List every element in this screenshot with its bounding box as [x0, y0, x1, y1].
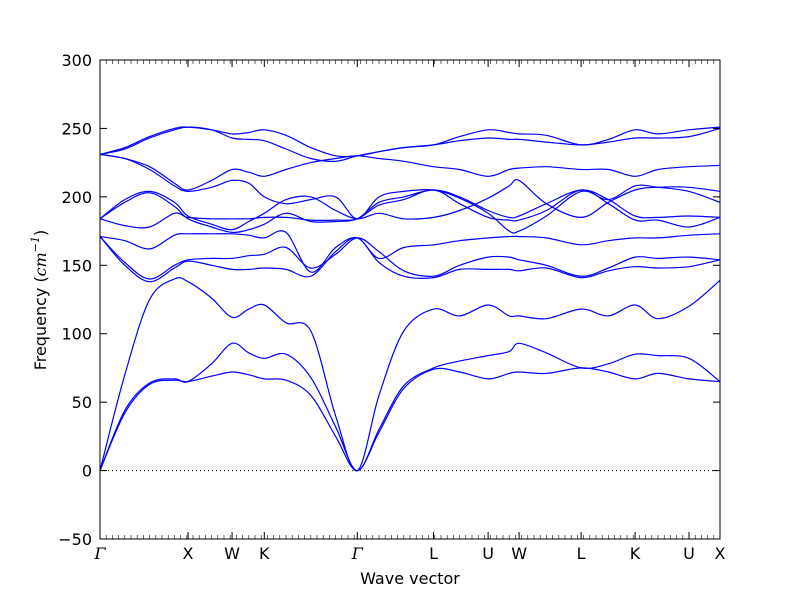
y-axis-title-close: ) — [31, 230, 50, 236]
x-tick-label: U — [482, 544, 494, 563]
series-line-5 — [99, 236, 721, 280]
plot-area — [99, 126, 721, 472]
x-tick-label: W — [511, 544, 527, 563]
y-tick-label: 0 — [82, 462, 92, 481]
series-line-3 — [99, 277, 721, 472]
plot-frame — [99, 59, 721, 540]
y-tick-label: 250 — [61, 119, 92, 138]
series-line-13 — [99, 126, 721, 158]
series-line-8 — [99, 189, 721, 234]
series-line-6 — [99, 230, 721, 273]
y-axis-title-text: Frequency ( — [31, 276, 50, 370]
series-line-4 — [99, 236, 721, 283]
x-tick-label: L — [429, 544, 438, 563]
series-line-1 — [99, 367, 721, 472]
y-tick-label: −50 — [58, 530, 92, 549]
y-axis-title-unit-exponent: −1 — [29, 236, 42, 252]
series-line-10 — [99, 153, 721, 234]
x-tick-label: L — [577, 544, 586, 563]
y-axis-title-unit: cm — [31, 252, 50, 276]
series-line-11 — [99, 153, 721, 191]
series-line-7 — [99, 189, 721, 229]
y-tick-label: 200 — [61, 188, 92, 207]
y-axis-ticks: −50 0 50 100 150 200 250 300 — [58, 51, 720, 549]
y-axis-title: Frequency (cm−1) — [29, 230, 50, 371]
series-line-9 — [99, 179, 721, 231]
y-tick-label: 300 — [61, 51, 92, 70]
y-tick-label: 50 — [72, 393, 92, 412]
y-tick-label: 100 — [61, 325, 92, 344]
x-tick-label: Γ — [93, 544, 106, 563]
series-line-2 — [99, 342, 721, 472]
x-tick-label: Γ — [351, 544, 364, 563]
x-axis-title: Wave vector — [360, 569, 460, 588]
x-tick-label: W — [224, 544, 240, 563]
x-tick-label: X — [183, 544, 194, 563]
x-tick-label: U — [683, 544, 695, 563]
x-tick-label: K — [630, 544, 641, 563]
y-tick-label: 150 — [61, 256, 92, 275]
x-tick-label: X — [715, 544, 726, 563]
x-tick-label: K — [259, 544, 270, 563]
